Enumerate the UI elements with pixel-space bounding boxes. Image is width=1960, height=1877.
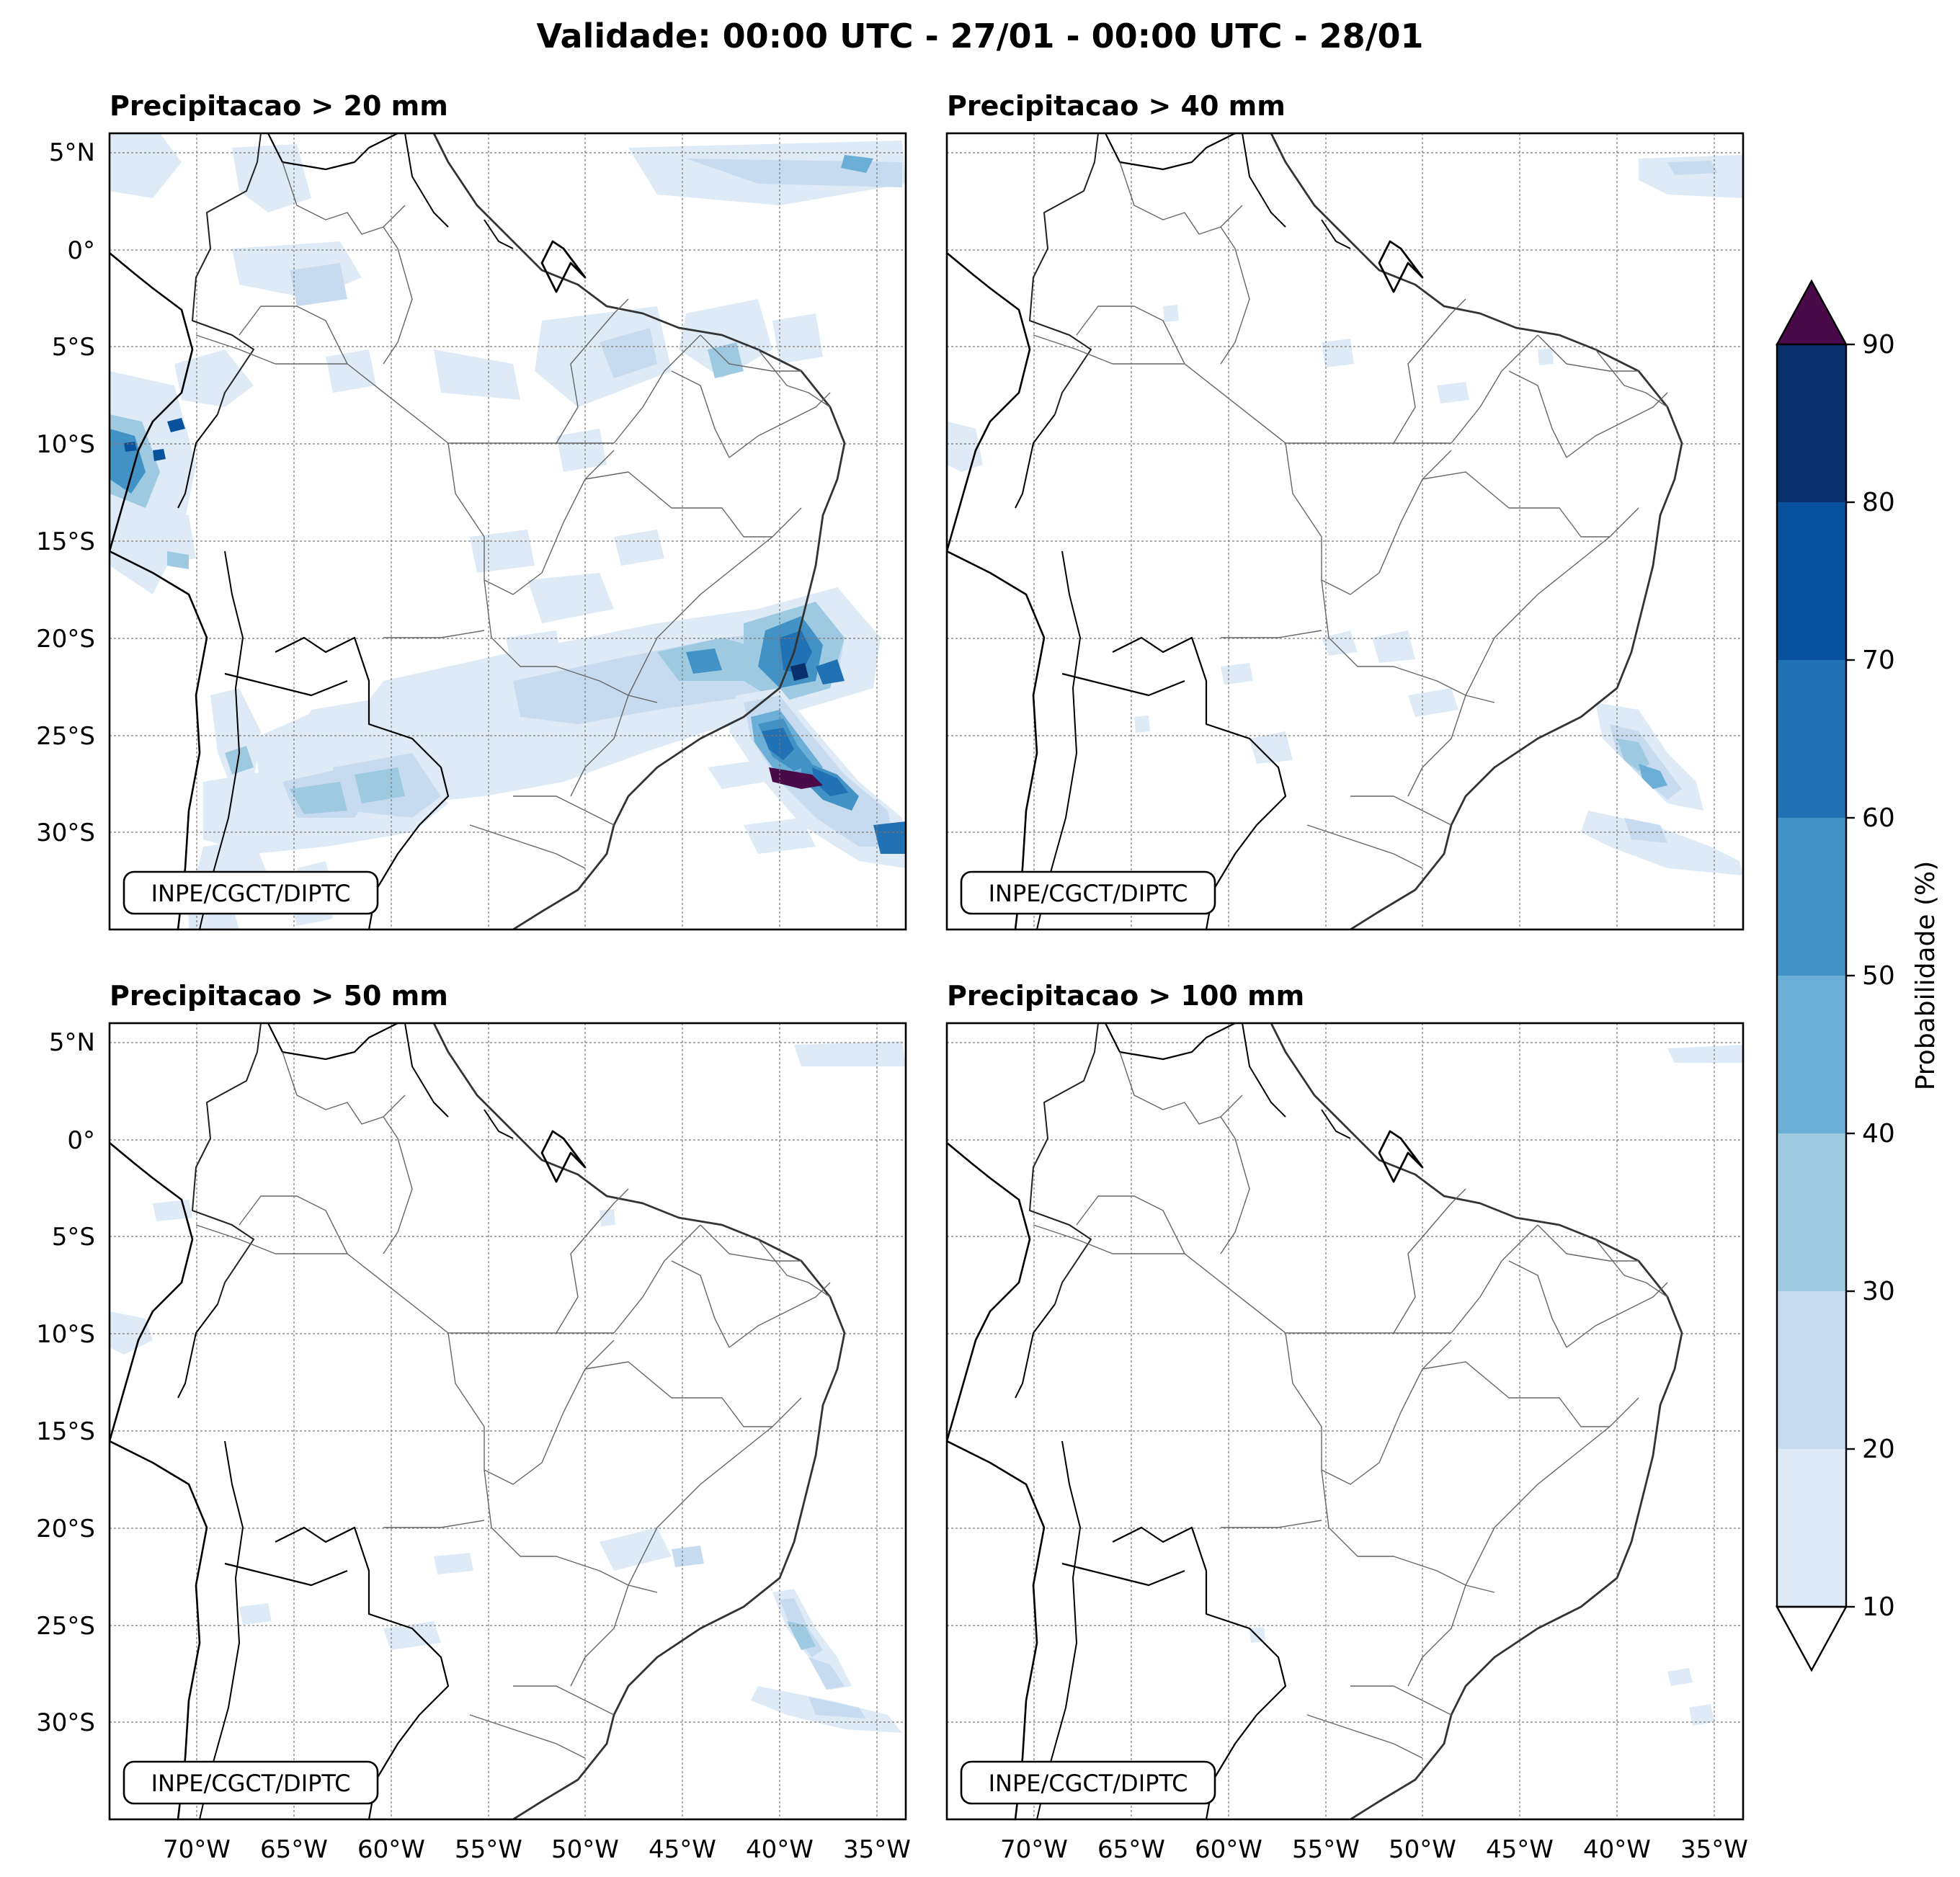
credit-box: [960, 1760, 1216, 1805]
lat-tick-label: 15°S: [36, 1417, 95, 1446]
colorbar: 90 80 70 60 50 40 30 20 10 Probabilidade…: [1775, 279, 1941, 1672]
lat-labels-top: 5°N 0° 5°S 10°S 15°S 20°S 25°S 30°S: [36, 138, 95, 847]
probability-field: [110, 133, 906, 929]
panel-title: Precipitacao > 50 mm: [110, 980, 448, 1012]
probability-field: [110, 1041, 906, 1733]
credit-label: INPE/CGCT/DIPTC: [151, 880, 351, 907]
colorbar-under-triangle: [1775, 1605, 1848, 1672]
lon-tick-label: 45°W: [1486, 1835, 1554, 1864]
lon-tick-label: 70°W: [163, 1835, 231, 1864]
colorbar-tick-label: 70: [1862, 646, 1895, 675]
credit-box: [122, 1760, 379, 1805]
colorbar-tick-label: 50: [1862, 961, 1895, 991]
map-borders: [947, 1023, 1683, 1819]
map-frame: [945, 1022, 1745, 1821]
lat-labels-bottom: 5°N 0° 5°S 10°S 15°S 20°S 25°S 30°S: [36, 1028, 95, 1737]
lat-tick-label: 10°S: [36, 430, 95, 459]
lon-tick-label: 55°W: [1292, 1835, 1360, 1864]
colorbar-band: [1777, 976, 1846, 1133]
map-gridlines: [947, 1023, 1743, 1819]
lat-tick-label: 30°S: [36, 1708, 95, 1737]
colorbar-tick-label: 60: [1862, 803, 1895, 833]
lon-tick-label: 65°W: [1097, 1835, 1165, 1864]
lon-tick-label: 50°W: [551, 1835, 619, 1864]
colorbar-tick-label: 30: [1862, 1277, 1895, 1306]
colorbar-tick-label: 20: [1862, 1435, 1895, 1464]
colorbar-ticks: [1846, 343, 1855, 1608]
colorbar-band: [1777, 660, 1846, 818]
panel-precip-40mm: Precipitacao > 40 mm: [945, 90, 1745, 931]
lat-tick-label: 5°S: [52, 333, 95, 362]
panel-title: Precipitacao > 100 mm: [947, 980, 1304, 1012]
lat-tick-label: 25°S: [36, 722, 95, 751]
lat-tick-label: 10°S: [36, 1320, 95, 1349]
lon-tick-label: 60°W: [1195, 1835, 1262, 1864]
map-frame: [108, 1022, 907, 1821]
colorbar-tick-label: 10: [1862, 1592, 1895, 1622]
figure-title: Validade: 00:00 UTC - 27/01 - 00:00 UTC …: [536, 17, 1423, 55]
credit-box: [960, 870, 1216, 915]
colorbar-tick-label: 90: [1862, 330, 1895, 360]
panel-precip-50mm: Precipitacao > 50 mm: [108, 980, 907, 1821]
colorbar-tick-label: 40: [1862, 1119, 1895, 1149]
lat-tick-label: 20°S: [36, 625, 95, 654]
map-gridlines: [947, 133, 1743, 929]
colorbar-tick-label: 80: [1862, 488, 1895, 517]
lon-tick-label: 65°W: [260, 1835, 328, 1864]
lon-tick-label: 40°W: [1583, 1835, 1651, 1864]
map-gridlines: [110, 1023, 906, 1819]
panel-title: Precipitacao > 40 mm: [947, 90, 1286, 122]
credit-box: [122, 870, 379, 915]
colorbar-label: Probabilidade (%): [1911, 861, 1941, 1091]
map-borders: [947, 133, 1683, 929]
panel-precip-100mm: Precipitacao > 100 mm: [945, 980, 1745, 1821]
lat-tick-label: 25°S: [36, 1612, 95, 1641]
colorbar-band: [1777, 818, 1846, 976]
map-gridlines: [110, 133, 906, 929]
lon-labels-left: 70°W 65°W 60°W 55°W 50°W 45°W 40°W 35°W: [163, 1835, 911, 1864]
lat-tick-label: 5°N: [49, 138, 95, 167]
colorbar-over-triangle: [1775, 279, 1848, 346]
map-borders: [110, 1023, 846, 1819]
credit-label: INPE/CGCT/DIPTC: [989, 880, 1188, 907]
credit-label: INPE/CGCT/DIPTC: [151, 1770, 351, 1797]
colorbar-band: [1777, 1291, 1846, 1449]
lon-tick-label: 35°W: [843, 1835, 911, 1864]
lon-tick-label: 50°W: [1389, 1835, 1456, 1864]
probability-field: [1250, 1045, 1743, 1726]
colorbar-band: [1777, 1133, 1846, 1291]
lon-tick-label: 55°W: [455, 1835, 522, 1864]
lon-labels-right: 70°W 65°W 60°W 55°W 50°W 45°W 40°W 35°W: [1000, 1835, 1748, 1864]
lon-tick-label: 35°W: [1680, 1835, 1748, 1864]
lat-tick-label: 0°: [67, 236, 95, 265]
lat-tick-label: 5°S: [52, 1223, 95, 1252]
lat-tick-label: 5°N: [49, 1028, 95, 1057]
colorbar-band: [1777, 1449, 1846, 1607]
lon-tick-label: 70°W: [1000, 1835, 1068, 1864]
lat-tick-label: 0°: [67, 1126, 95, 1155]
lon-tick-label: 60°W: [357, 1835, 425, 1864]
probability-field: [947, 155, 1743, 875]
map-frame: [108, 132, 907, 931]
colorbar-band: [1777, 502, 1846, 660]
lat-tick-label: 30°S: [36, 819, 95, 847]
lat-tick-label: 15°S: [36, 527, 95, 556]
lon-tick-label: 40°W: [746, 1835, 814, 1864]
panel-precip-20mm: Precipitacao > 20 mm: [108, 90, 907, 931]
panel-title: Precipitacao > 20 mm: [110, 90, 448, 122]
map-frame: [945, 132, 1745, 931]
lat-tick-label: 20°S: [36, 1515, 95, 1543]
colorbar-band: [1777, 344, 1846, 502]
lon-tick-label: 45°W: [649, 1835, 716, 1864]
credit-label: INPE/CGCT/DIPTC: [989, 1770, 1188, 1797]
